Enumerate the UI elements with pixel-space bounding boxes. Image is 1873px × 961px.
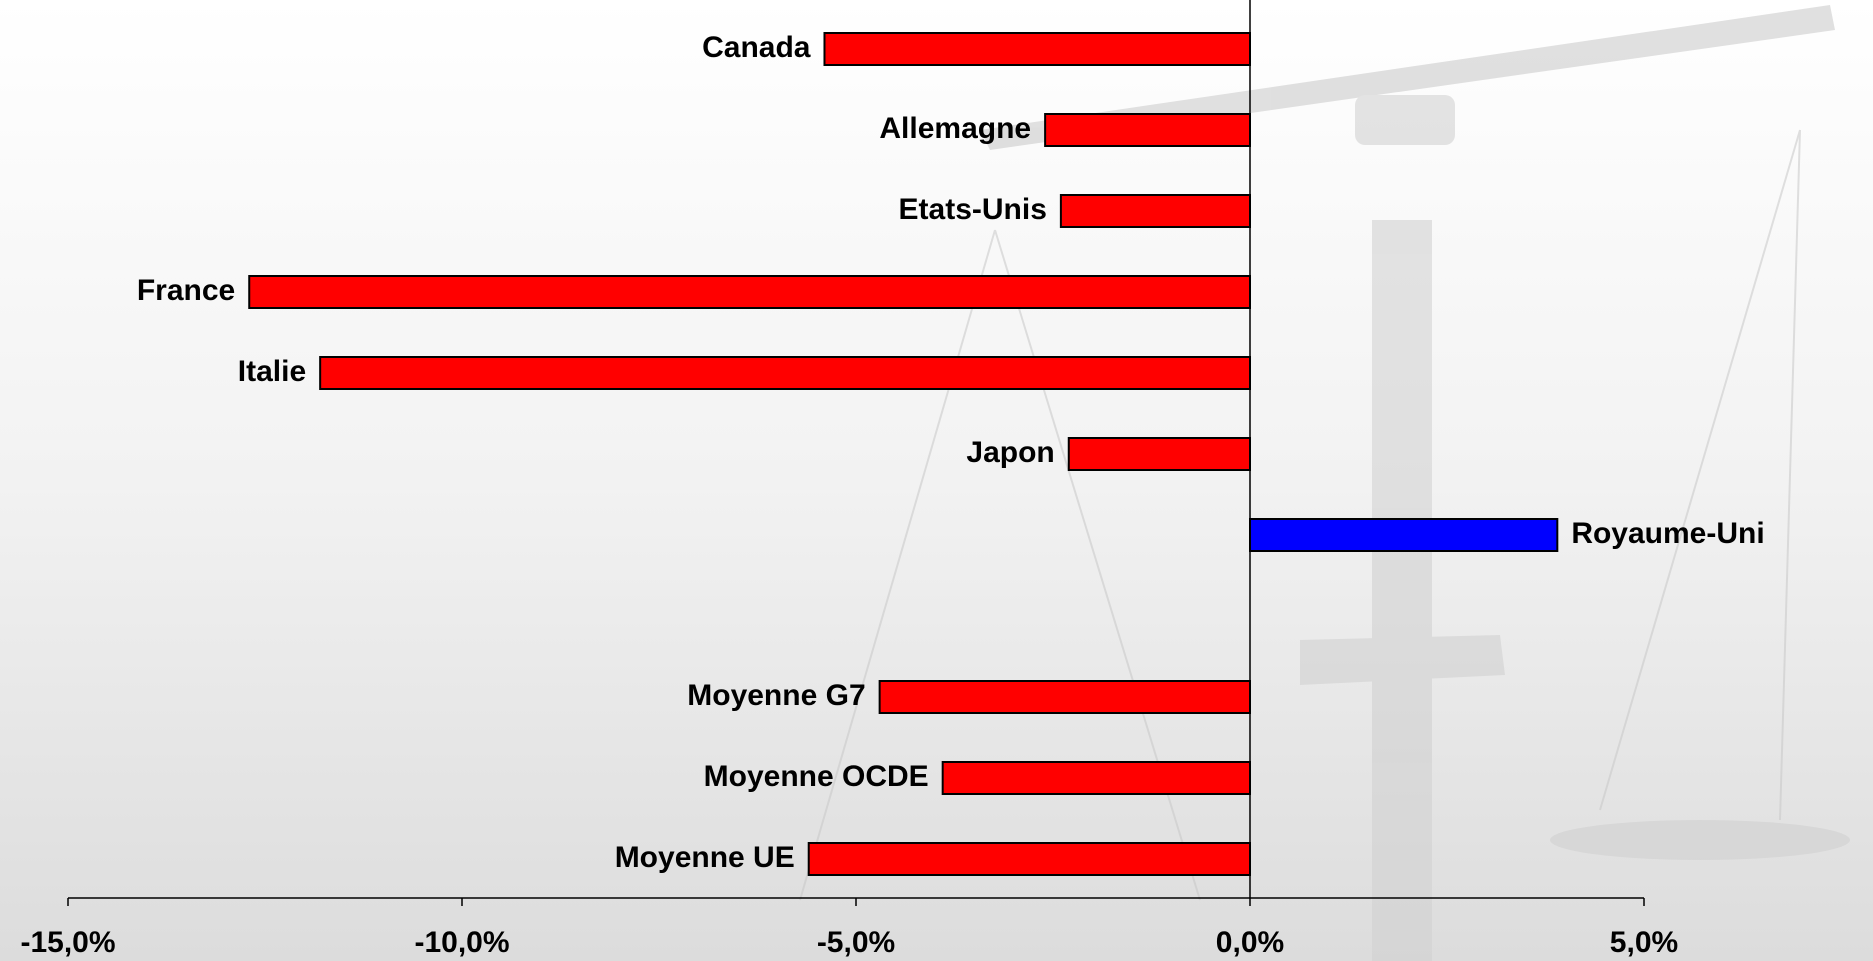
category-label: Royaume-Uni [1571, 517, 1764, 550]
x-tick-label: 0,0% [1216, 926, 1284, 959]
bar [248, 275, 1252, 309]
category-label: Moyenne G7 [687, 679, 865, 712]
bar [1249, 518, 1559, 552]
category-label: France [137, 274, 235, 307]
category-label: Moyenne UE [615, 841, 795, 874]
category-label: Canada [702, 31, 811, 64]
x-tick-label: -15,0% [20, 926, 115, 959]
category-label: Italie [238, 355, 306, 388]
x-tick-label: -5,0% [817, 926, 895, 959]
bar [878, 680, 1251, 714]
bar [319, 356, 1252, 390]
bar [1067, 437, 1252, 471]
category-label: Moyenne OCDE [704, 760, 929, 793]
bar [941, 761, 1251, 795]
category-label: Etats-Unis [899, 193, 1047, 226]
category-label: Allemagne [879, 112, 1031, 145]
bar [807, 842, 1251, 876]
category-label: Japon [966, 436, 1054, 469]
bar [823, 32, 1251, 66]
bar [1059, 194, 1251, 228]
bar [1044, 113, 1251, 147]
x-tick-label: 5,0% [1610, 926, 1678, 959]
x-tick-label: -10,0% [414, 926, 509, 959]
